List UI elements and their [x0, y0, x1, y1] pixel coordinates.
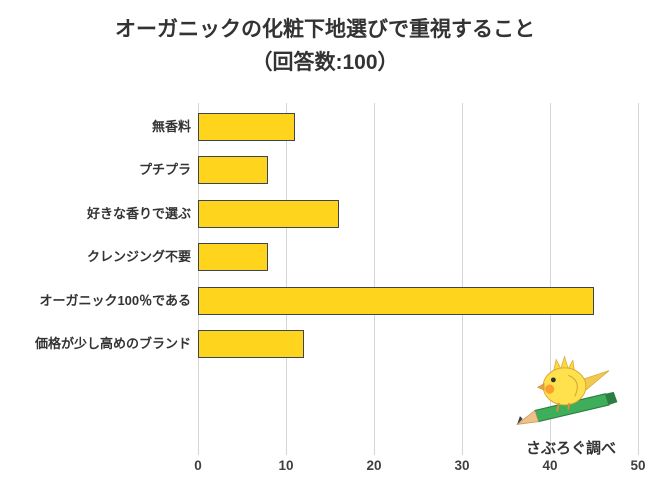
chart-title-line1: オーガニックの化粧下地選びで重視すること [115, 18, 535, 41]
tick-label: 30 [454, 458, 470, 473]
bar-area [198, 105, 638, 149]
tick-label: 20 [366, 458, 382, 473]
gridline [638, 103, 639, 455]
tick-label: 50 [630, 458, 646, 473]
bar [198, 156, 269, 185]
category-label: クレンジング不要 [86, 249, 191, 265]
category-label: 好きな香りで選ぶ [86, 205, 191, 221]
category-label: 無香料 [151, 118, 191, 134]
bar-area [198, 192, 638, 236]
chart-title: オーガニックの化粧下地選びで重視すること （回答数:100） [0, 0, 650, 79]
bar-row: 好きな香りで選ぶ [0, 192, 638, 236]
gridline [550, 103, 551, 455]
bar-row: クレンジング不要 [0, 236, 638, 280]
tick-label: 40 [542, 458, 558, 473]
bird-pencil-mascot-icon [515, 355, 618, 425]
category-label: プチプラ [138, 162, 191, 178]
bar-area [198, 323, 638, 367]
bar [198, 199, 339, 228]
bar-area [198, 149, 638, 193]
bar-row: 無香料 [0, 105, 638, 149]
bar [198, 330, 304, 359]
tick-label: 10 [278, 458, 294, 473]
bar-rows: 無香料プチプラ好きな香りで選ぶ クレンジング不要オーガニック100％である 価格が少… [0, 105, 638, 366]
bar-row: 価格が少し高めのブランド [0, 323, 638, 367]
gridline [374, 103, 375, 455]
bar [198, 112, 295, 141]
grid [198, 103, 639, 455]
bar [198, 286, 594, 315]
bar-area [198, 279, 638, 323]
mascot: さぶろぐ調べ [505, 352, 637, 458]
category-label: オーガニック100％である [39, 292, 191, 308]
bar-row: プチプラ [0, 149, 638, 193]
category-label: 価格が少し高めのブランド [34, 336, 191, 352]
x-ticks: 0 10 20 30 40 50 [194, 458, 645, 478]
credit-label: さぶろぐ調べ [525, 440, 616, 457]
bar-area [198, 236, 638, 280]
gridline [462, 103, 463, 455]
tick-label: 0 [194, 458, 202, 473]
bar-row: オーガニック100％である [0, 279, 638, 323]
gridline [286, 103, 287, 455]
chart-title-line2: （回答数:100） [251, 50, 399, 74]
bar [198, 243, 269, 272]
gridline [198, 103, 199, 455]
